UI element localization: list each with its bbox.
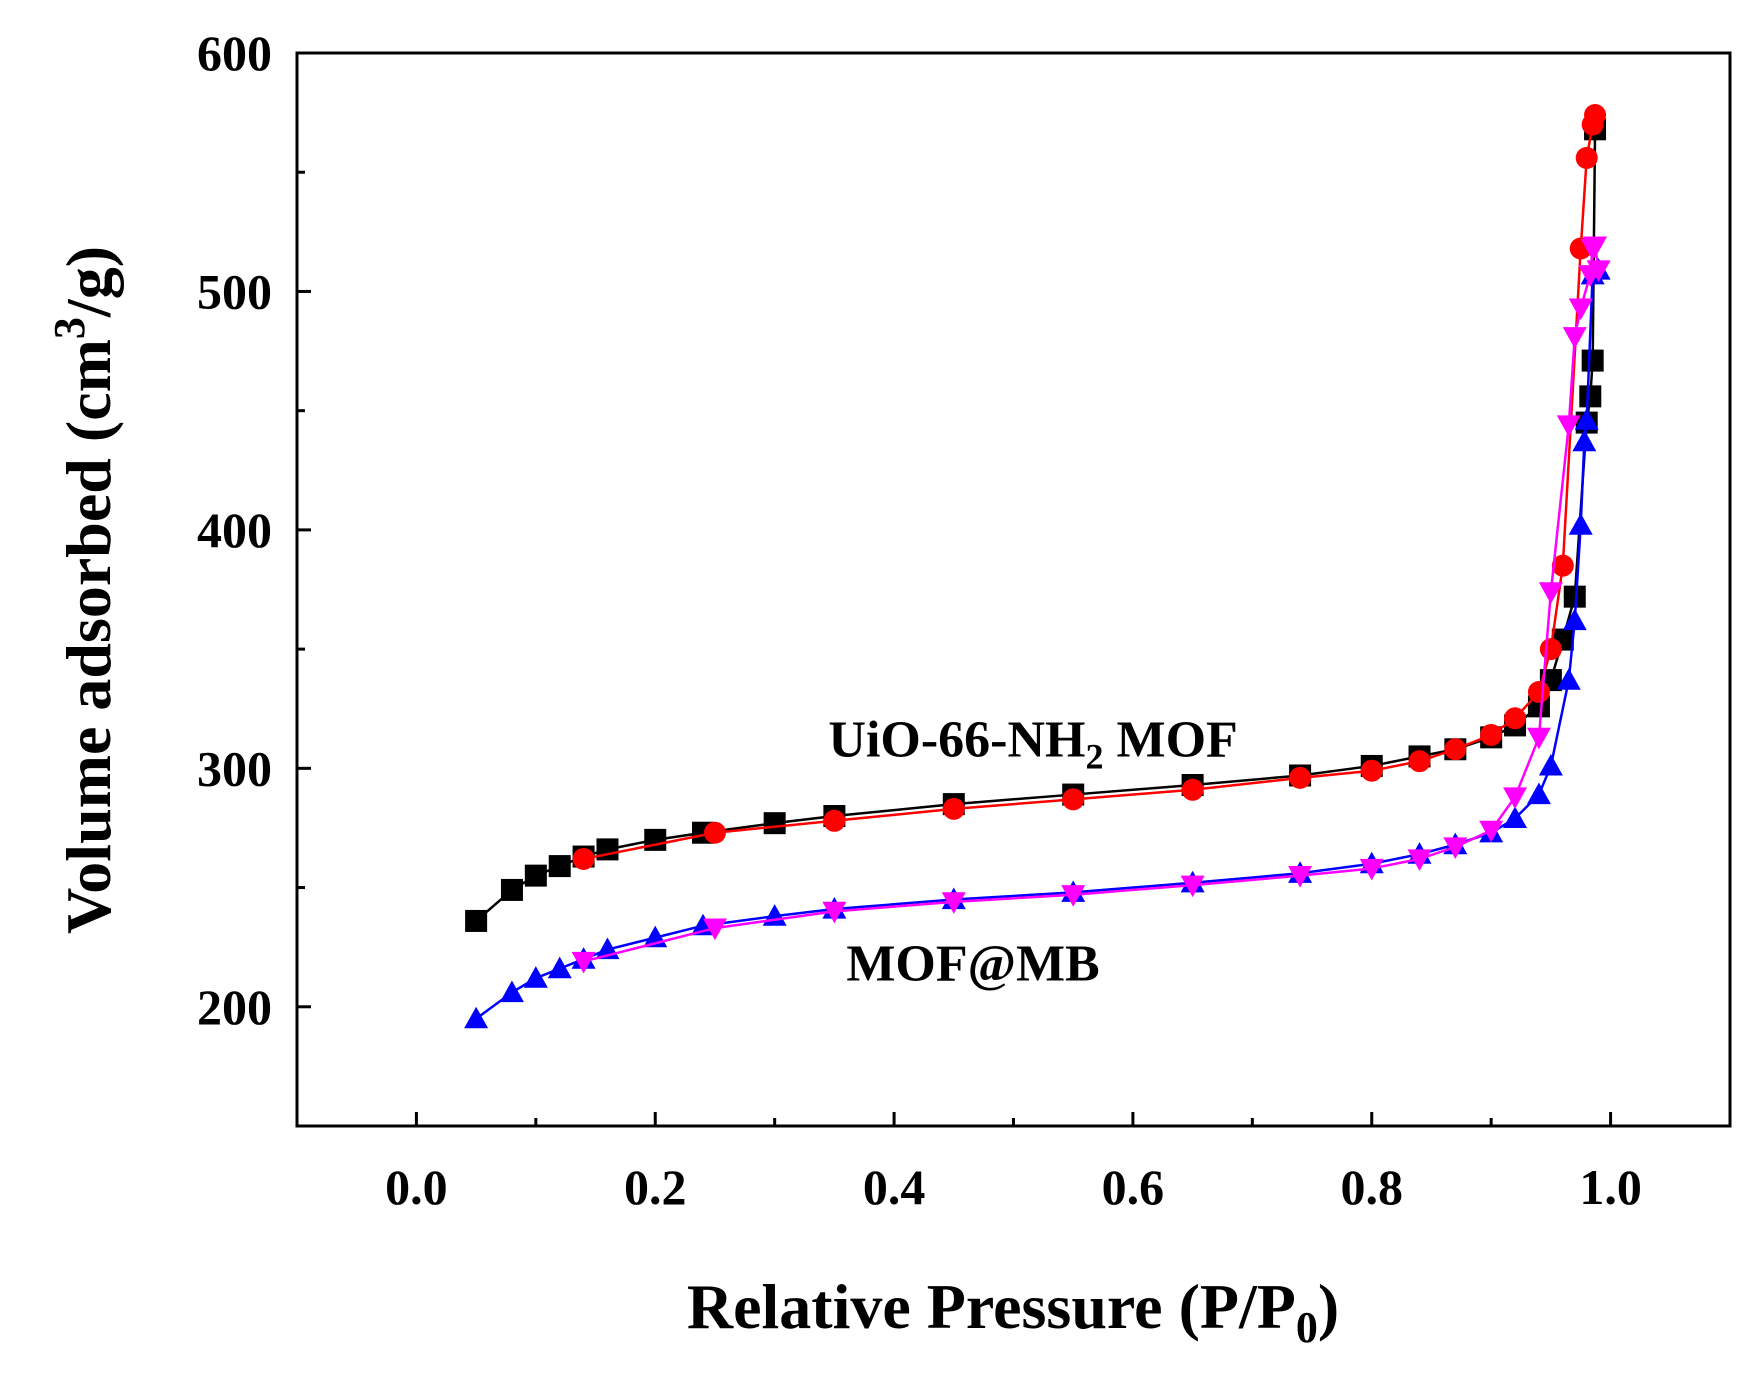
data-point [702, 918, 727, 941]
data-point [548, 855, 571, 878]
data-point [1289, 766, 1312, 789]
data-point [941, 892, 966, 914]
data-point [1408, 750, 1431, 773]
data-point [499, 980, 524, 1003]
x-tick-label: 0.8 [1341, 1159, 1404, 1215]
data-point [1581, 349, 1604, 372]
x-tick-label: 0.2 [624, 1159, 687, 1215]
data-point [1479, 820, 1504, 843]
x-axis-title: Relative Pressure (P/P0) [687, 1271, 1339, 1352]
data-point [1574, 408, 1599, 430]
data-point [1503, 787, 1528, 809]
annotation-uio66-nh2-mof: UiO-66-NH2 MOF [828, 711, 1237, 776]
y-tick-label: 300 [197, 740, 272, 796]
data-point [1443, 837, 1468, 860]
y-axis-title: Volume adsorbed (cm3/g) [45, 246, 124, 934]
data-point [1480, 723, 1503, 746]
data-point [1551, 554, 1574, 577]
data-point [1359, 858, 1384, 881]
data-point [1562, 608, 1587, 631]
data-point [1556, 415, 1581, 437]
data-point [524, 864, 547, 887]
data-point [823, 809, 846, 832]
data-point [703, 821, 726, 844]
data-point [1538, 582, 1563, 604]
data-point [1538, 753, 1563, 776]
data-point [1288, 866, 1313, 888]
data-point [523, 966, 548, 988]
series-0 [465, 118, 1607, 932]
data-point [464, 1006, 489, 1029]
data-point [822, 901, 847, 924]
data-point [1526, 782, 1551, 805]
data-point [1181, 778, 1204, 801]
data-point [596, 838, 619, 861]
data-point [763, 812, 786, 835]
data-point [1568, 513, 1593, 535]
data-point [1581, 113, 1604, 136]
data-point [1563, 585, 1586, 608]
data-point [1556, 668, 1581, 690]
data-point [572, 847, 595, 870]
y-tick-label: 600 [197, 25, 272, 81]
annotation-mof-at-mb: MOF@MB [846, 936, 1099, 993]
data-point [547, 956, 572, 979]
data-point [1578, 265, 1603, 287]
x-tick-label: 0.4 [863, 1159, 926, 1215]
x-tick-label: 0.6 [1102, 1159, 1165, 1215]
data-point [1568, 298, 1593, 321]
x-tick-label: 0.0 [385, 1159, 448, 1215]
data-point [500, 878, 523, 901]
data-point [1527, 681, 1550, 704]
data-point [1504, 707, 1527, 730]
data-point [1575, 146, 1598, 169]
data-point [1526, 727, 1551, 750]
y-tick-label: 500 [197, 263, 272, 319]
data-point [1539, 638, 1562, 661]
data-point [942, 797, 965, 820]
y-tick-label: 400 [197, 502, 272, 558]
data-point [1579, 385, 1602, 408]
data-point [1180, 875, 1205, 898]
series-line [475, 269, 1600, 1020]
series-2 [464, 257, 1611, 1029]
data-point [1580, 238, 1605, 261]
data-point [1360, 759, 1383, 782]
data-point [1062, 788, 1085, 811]
data-point [1061, 885, 1086, 907]
data-point [1503, 806, 1528, 829]
data-point [1562, 327, 1587, 349]
data-point [1407, 849, 1432, 871]
data-point [465, 909, 488, 932]
data-point [644, 828, 667, 851]
x-tick-label: 1.0 [1579, 1159, 1642, 1215]
data-point [1572, 429, 1597, 452]
data-point [571, 951, 596, 974]
series-3 [571, 236, 1611, 974]
y-tick-label: 200 [197, 979, 272, 1035]
series-layer [464, 103, 1611, 1029]
ticks-layer: 0.0 0.2 0.4 0.6 0.8 1.0 200 300 400 500 600 [197, 25, 1642, 1215]
data-point [1444, 738, 1467, 761]
